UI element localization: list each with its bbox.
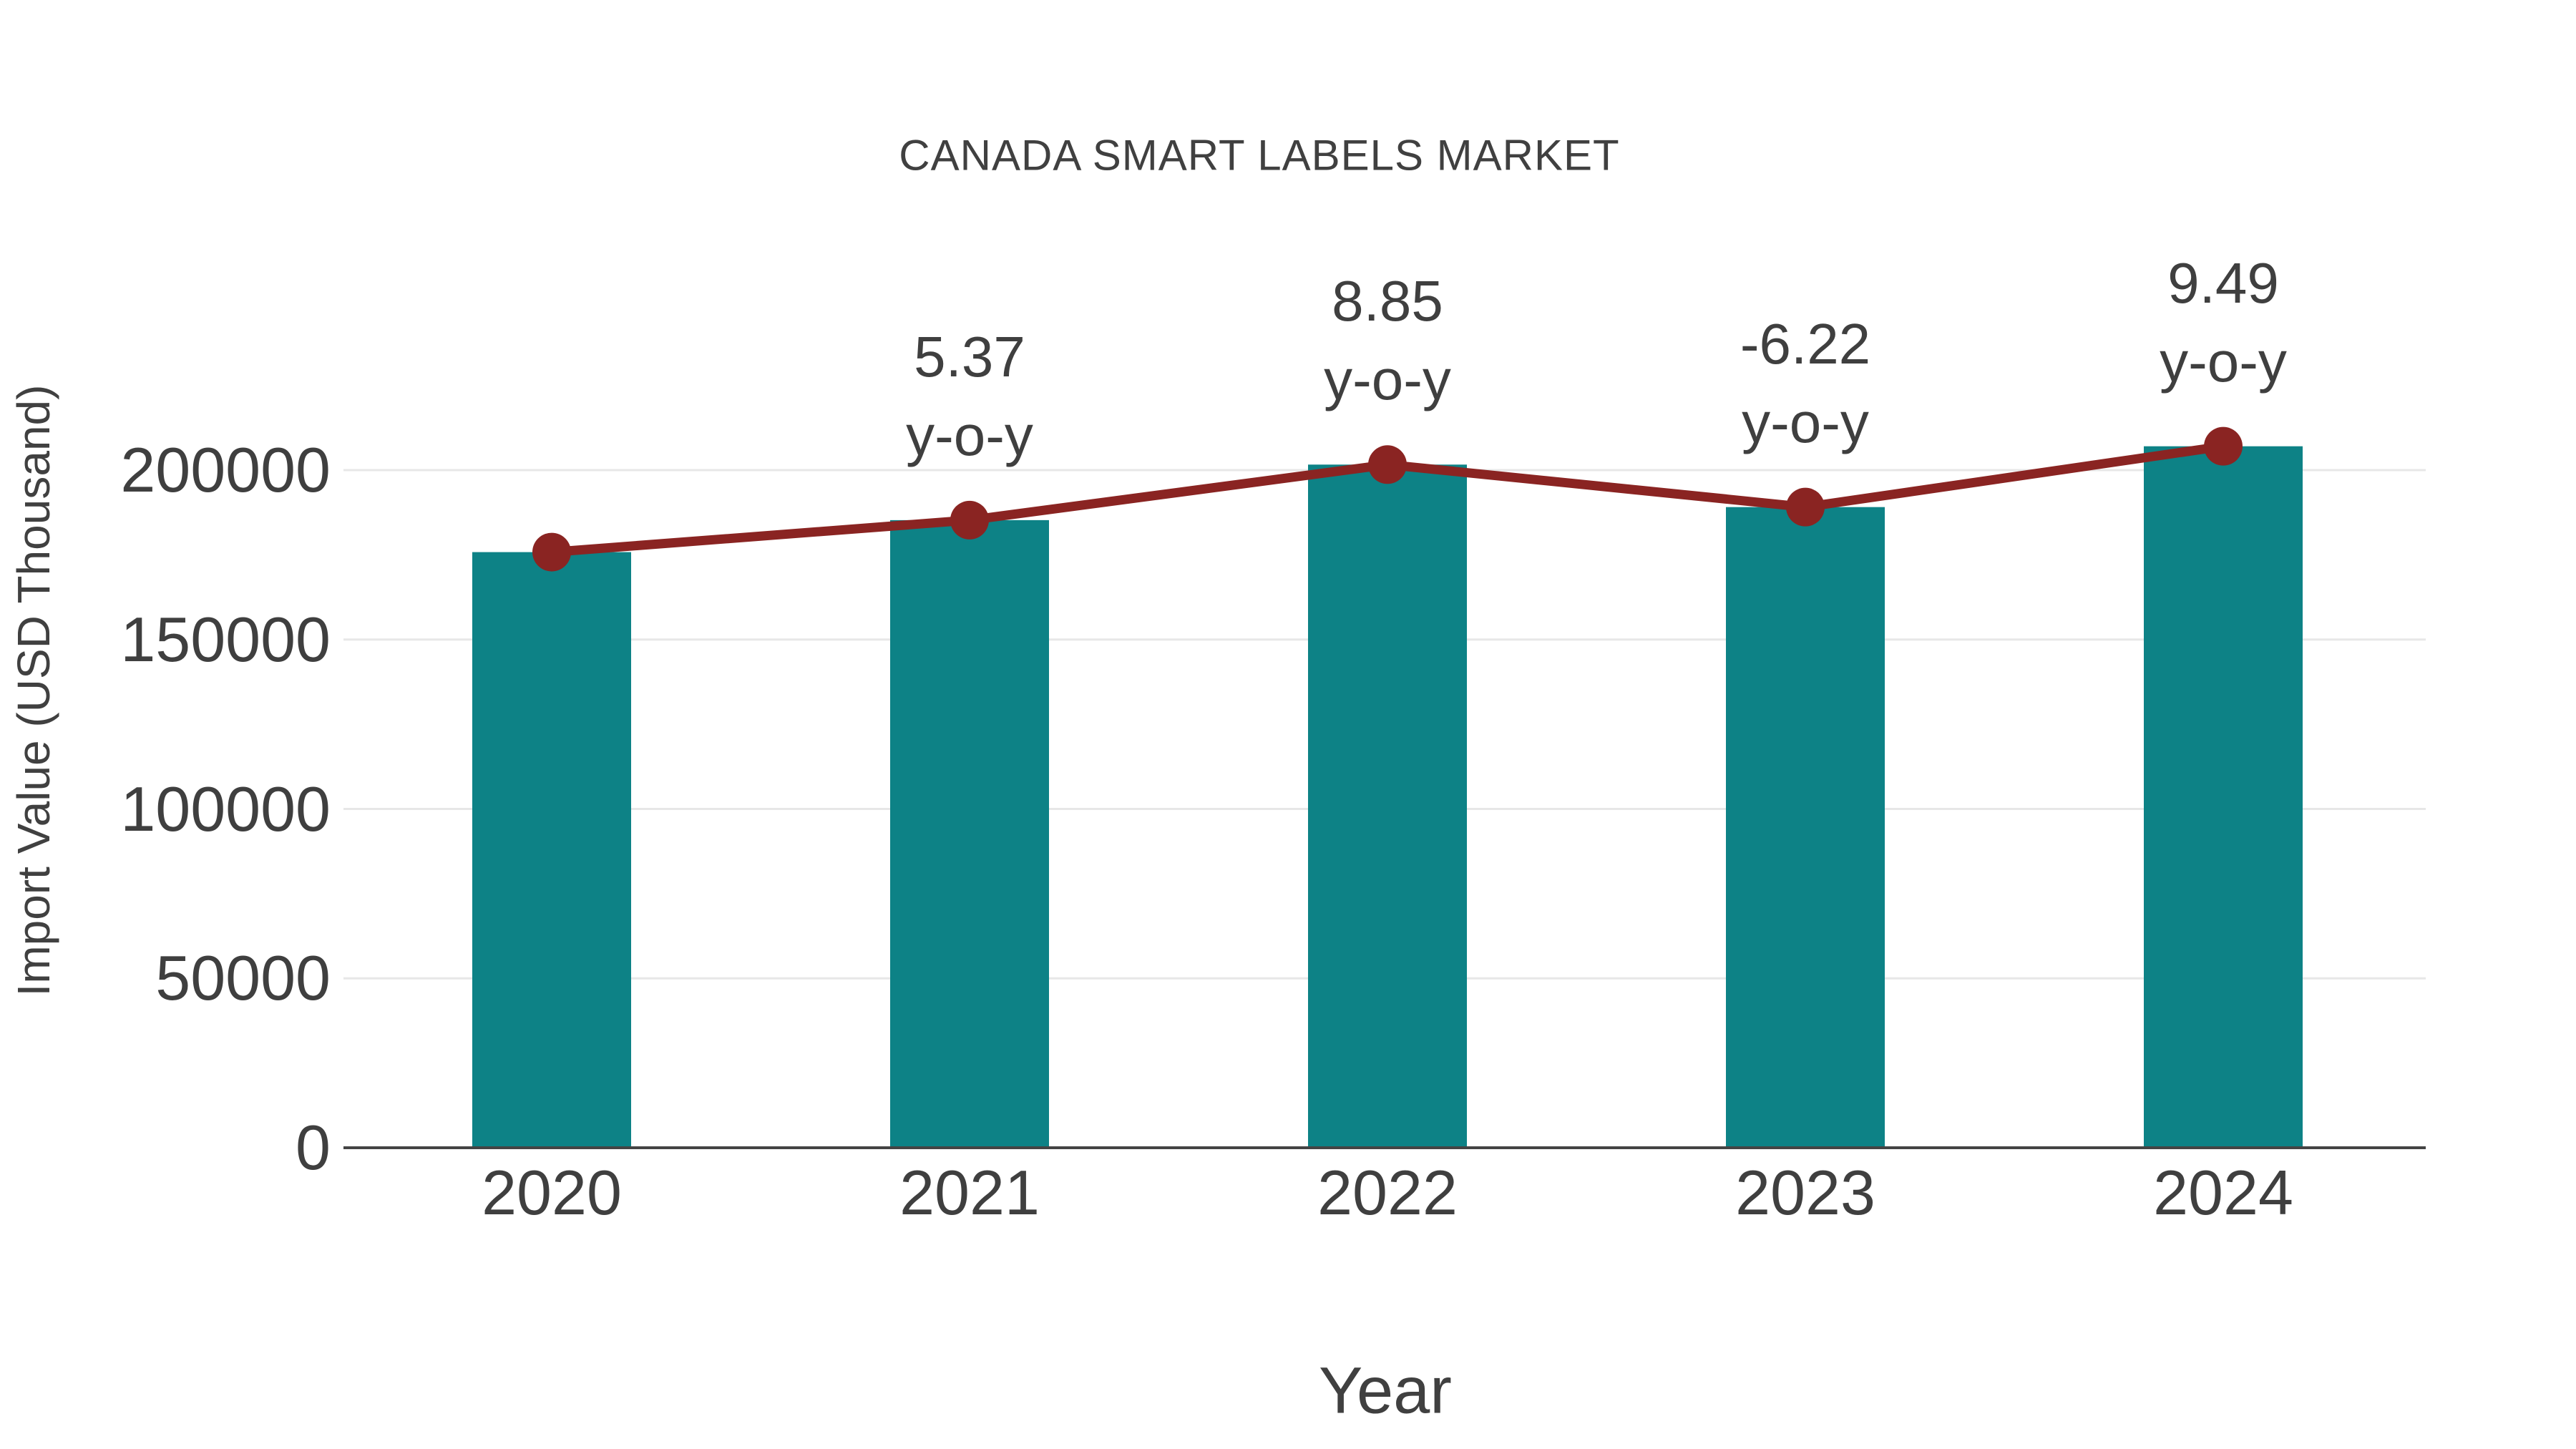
annotation-suffix-2023: y-o-y [1742, 390, 1869, 454]
bar-2021 [890, 519, 1049, 1148]
x-tick-label-2024: 2024 [2153, 1157, 2293, 1228]
y-tick-label-50000: 50000 [155, 942, 331, 1014]
y-tick-label-150000: 150000 [120, 603, 331, 675]
annotation-suffix-2021: y-o-y [906, 403, 1033, 467]
annotation-value-2024: 9.49 [2167, 250, 2279, 315]
annotation-suffix-2024: y-o-y [2160, 329, 2287, 394]
x-tick-label-2020: 2020 [482, 1157, 622, 1228]
y-axis-title: Import Value (USD Thousand) [8, 384, 59, 997]
y-tick-label-0: 0 [296, 1112, 331, 1183]
x-tick-label-2023: 2023 [1735, 1157, 1875, 1228]
x-tick-label-2022: 2022 [1317, 1157, 1458, 1228]
y-tick-label-100000: 100000 [120, 773, 331, 844]
trend-marker-2024 [2204, 426, 2243, 466]
annotation-value-2021: 5.37 [914, 324, 1025, 389]
annotation-suffix-2022: y-o-y [1324, 348, 1451, 412]
trend-marker-2022 [1368, 445, 1407, 484]
trend-marker-2020 [532, 532, 571, 572]
bar-2024 [2144, 446, 2303, 1148]
trend-marker-2023 [1786, 487, 1825, 527]
bar-2023 [1726, 507, 1885, 1148]
annotation-value-2023: -6.22 [1740, 311, 1871, 376]
x-axis-title: Year [1319, 1354, 1452, 1428]
x-tick-label-2021: 2021 [899, 1157, 1040, 1228]
annotation-value-2022: 8.85 [1332, 269, 1443, 333]
bar-2022 [1308, 464, 1467, 1148]
y-tick-label-200000: 200000 [120, 434, 331, 505]
trend-marker-2021 [950, 500, 989, 540]
bar-2020 [472, 552, 631, 1148]
chart-title: CANADA SMART LABELS MARKET [899, 131, 1620, 180]
